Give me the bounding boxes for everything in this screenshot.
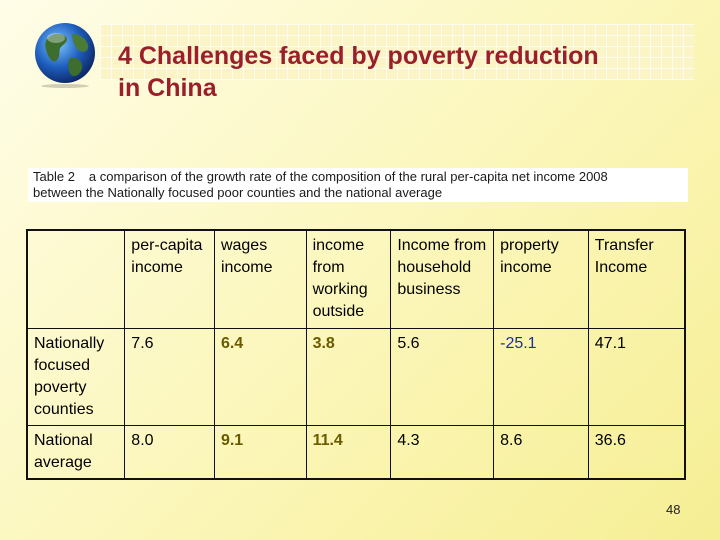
income-growth-table: per-capita income wages income income fr…	[26, 229, 686, 480]
table-header-cell: property income	[493, 229, 589, 329]
table-header-cell: Income from household business	[390, 229, 495, 329]
slide-title-line2: in China	[118, 74, 217, 102]
table-cell: 8.0	[124, 424, 215, 479]
row-label: Nationally focused poverty counties	[26, 327, 126, 426]
table-cell: 8.6	[493, 424, 589, 479]
table-caption: Table 2 a comparison of the growth rate o…	[33, 169, 683, 201]
table-header-cell	[26, 229, 126, 329]
caption-text-line1: a comparison of the growth rate of the c…	[88, 169, 608, 184]
page-number: 48	[666, 502, 681, 517]
table-cell: 4.3	[390, 424, 495, 479]
table-cell: 7.6	[124, 327, 215, 426]
globe-icon	[35, 23, 95, 88]
table-row: Nationally focused poverty counties 7.6 …	[26, 327, 686, 426]
table-cell: 3.8	[305, 327, 392, 426]
table-cell: 47.1	[587, 327, 686, 426]
table-header-row: per-capita income wages income income fr…	[26, 229, 686, 329]
caption-line1: Table 2 a comparison of the growth rate o…	[33, 169, 683, 185]
table-header-cell: Transfer Income	[587, 229, 686, 329]
table-cell: 5.6	[390, 327, 495, 426]
slide-title-line1: 4 Challenges faced by poverty reduction	[118, 42, 599, 70]
table-cell: 36.6	[587, 424, 686, 479]
table-header-cell: wages income	[213, 229, 307, 329]
slide-title: 4 Challenges faced by poverty reduction …	[118, 40, 698, 104]
table-row: National average 8.0 9.1 11.4 4.3 8.6 36…	[26, 424, 686, 479]
table-header-cell: income from working outside	[305, 229, 392, 329]
table-cell: 6.4	[213, 327, 307, 426]
title-band	[100, 24, 694, 80]
caption-text-line2: between the Nationally focused poor coun…	[33, 185, 443, 200]
caption-box	[28, 168, 688, 202]
table-cell: 9.1	[213, 424, 307, 479]
caption-label: Table 2	[33, 169, 75, 184]
table-cell: -25.1	[493, 327, 589, 426]
row-label: National average	[26, 424, 126, 479]
table-cell: 11.4	[305, 424, 392, 479]
table-header-cell: per-capita income	[124, 229, 215, 329]
